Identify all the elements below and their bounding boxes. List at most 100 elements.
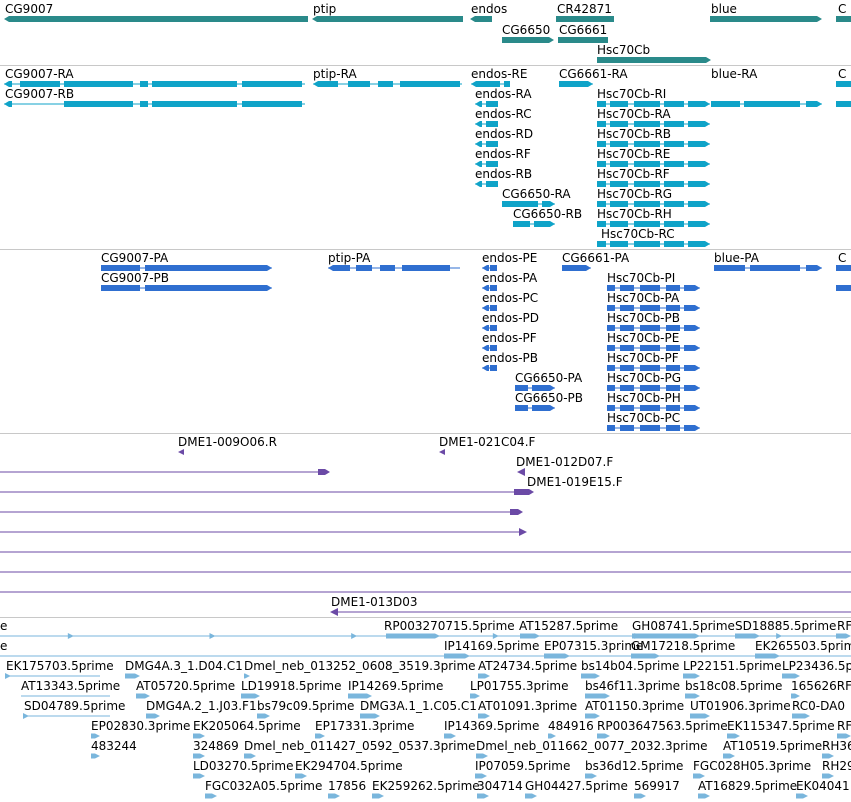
transcript-cg6650-rb-exon[interactable] (513, 221, 530, 227)
est-arrow[interactable] (351, 633, 358, 639)
est-glyph[interactable] (475, 773, 487, 779)
transcript-hsc70cb-exon[interactable] (634, 161, 660, 167)
est-label[interactable]: GH08741.5prime (632, 619, 735, 633)
transcript-hsc70cb-exon[interactable] (610, 141, 628, 147)
est-label[interactable]: EK294704.5prime (295, 759, 403, 773)
transcript-hsc70cb-exon[interactable] (688, 221, 710, 227)
transcript-cg9007-ra-exon[interactable] (152, 81, 237, 87)
protein-hsc70cb-exon[interactable] (640, 305, 660, 311)
clone-label[interactable]: DME1-013D03 (331, 595, 418, 609)
protein-hsc70cb-exon[interactable] (684, 405, 700, 411)
gene-glyph-ptip[interactable] (312, 16, 463, 22)
est-label[interactable]: GM17218.5prime (631, 639, 736, 653)
est-label[interactable]: 484916 (548, 719, 594, 733)
protein-label[interactable]: CG6650-PB (515, 391, 584, 405)
gene-label[interactable]: CG6650 (502, 23, 551, 37)
clone-label[interactable]: DME1-009O06.R (178, 435, 277, 449)
est-glyph[interactable] (360, 713, 380, 719)
transcript-hsc70cb-exon[interactable] (610, 121, 628, 127)
protein-hsc70cb-exon[interactable] (620, 305, 634, 311)
est-glyph[interactable] (444, 653, 470, 659)
transcript-hsc70cb-exon[interactable] (688, 181, 710, 187)
est-label[interactable]: AT13343.5prime (21, 679, 121, 693)
est-label[interactable]: LD19918.5prime (241, 679, 342, 693)
est-label[interactable]: bs14b04.5prime (581, 659, 680, 673)
transcript-hsc70cb-exon[interactable] (610, 101, 628, 107)
transcript-c-rb[interactable] (836, 101, 851, 107)
transcript-label[interactable]: blue-RA (711, 67, 758, 81)
protein-c-pa[interactable] (836, 265, 851, 271)
est-glyph[interactable] (193, 733, 205, 739)
clone-end-marker[interactable] (514, 489, 534, 495)
transcript-hsc70cb-exon[interactable] (664, 181, 684, 187)
transcript-label[interactable]: CG6650-RB (513, 207, 583, 221)
transcript-label[interactable]: CG9007-RA (5, 67, 74, 81)
gene-glyph-cg6661[interactable] (558, 37, 608, 43)
transcript-endos-exon[interactable] (475, 181, 482, 187)
est-label[interactable]: DMG3A.1_1.C05.C1 (360, 699, 477, 713)
protein-hsc70cb-exon[interactable] (640, 365, 660, 371)
est-label[interactable]: bs46f11.3prime (585, 679, 681, 693)
est-glyph[interactable] (836, 633, 851, 639)
transcript-hsc70cb-exon[interactable] (634, 201, 660, 207)
transcript-cg9007-ra-exon[interactable] (242, 81, 302, 87)
est-label[interactable]: EK175703.5prime (6, 659, 114, 673)
est-label[interactable]: RC0-DA0 (792, 699, 845, 713)
transcript-cg9007-rb-exon[interactable] (140, 101, 148, 107)
est-glyph[interactable] (585, 773, 597, 779)
est-glyph[interactable] (755, 653, 780, 659)
protein-hsc70cb-exon[interactable] (607, 345, 615, 351)
est-label[interactable]: RF (837, 619, 851, 633)
protein-hsc70cb-exon[interactable] (684, 425, 700, 431)
protein-ptip-pa-exon[interactable] (328, 265, 350, 271)
est-glyph[interactable] (597, 733, 610, 739)
est-label[interactable]: 17856 (328, 779, 367, 793)
clone-label[interactable]: DME1-019E15.F (527, 475, 623, 489)
protein-hsc70cb-exon[interactable] (684, 285, 700, 291)
est-glyph[interactable] (585, 693, 610, 699)
est-label[interactable]: RP003270715.5prime (384, 619, 515, 633)
clone-end-dme1-009o06[interactable] (178, 449, 184, 455)
transcript-label[interactable]: endos-RC (475, 107, 532, 121)
gene-label[interactable]: CG9007 (5, 2, 54, 16)
transcript-endos-exon[interactable] (475, 161, 482, 167)
est-glyph[interactable] (837, 733, 851, 739)
protein-hsc70cb-exon[interactable] (620, 325, 634, 331)
transcript-label[interactable]: endos-RF (475, 147, 531, 161)
est-label[interactable]: FGC032A05.5prime (205, 779, 323, 793)
transcript-label[interactable]: ptip-RA (313, 67, 357, 81)
transcript-hsc70cb-exon[interactable] (688, 161, 710, 167)
transcript-cg6650-ra-exon[interactable] (542, 201, 555, 207)
protein-endos-exon[interactable] (482, 345, 489, 351)
protein-hsc70cb-exon[interactable] (607, 325, 615, 331)
gene-label[interactable]: C (838, 2, 847, 16)
est-glyph[interactable] (548, 733, 556, 739)
protein-hsc70cb-exon[interactable] (640, 425, 660, 431)
protein-endos-pe-exon[interactable] (482, 265, 489, 271)
transcript-hsc70cb-exon[interactable] (688, 141, 710, 147)
protein-hsc70cb-exon[interactable] (666, 425, 680, 431)
transcript-ptip-ra-exon[interactable] (378, 81, 393, 87)
transcript-hsc70cb-exon[interactable] (664, 101, 684, 107)
transcript-hsc70cb-exon[interactable] (664, 201, 684, 207)
protein-endos-exon[interactable] (482, 365, 489, 371)
est-glyph[interactable] (525, 793, 537, 799)
transcript-hsc70cb-exon[interactable] (597, 181, 606, 187)
protein-label[interactable]: blue-PA (714, 251, 759, 265)
protein-hsc70cb-exon[interactable] (684, 385, 700, 391)
protein-hsc70cb-exon[interactable] (684, 365, 700, 371)
est-glyph[interactable] (91, 753, 100, 759)
protein-endos-exon[interactable] (490, 305, 497, 311)
est-arrow[interactable] (776, 633, 783, 639)
protein-hsc70cb-exon[interactable] (620, 285, 634, 291)
transcript-cg9007-rb-exon[interactable] (152, 101, 237, 107)
protein-ptip-pa-exon[interactable] (402, 265, 450, 271)
est-glyph[interactable] (544, 653, 570, 659)
est-label[interactable]: DMG4A.2_1.J03.F1 (146, 699, 257, 713)
protein-hsc70cb-exon[interactable] (684, 325, 700, 331)
est-glyph[interactable] (727, 733, 740, 739)
est-label[interactable]: EP17331.3prime (315, 719, 415, 733)
gene-glyph-cr42871[interactable] (556, 16, 614, 22)
est-label[interactable]: IP07059.5prime (475, 759, 571, 773)
